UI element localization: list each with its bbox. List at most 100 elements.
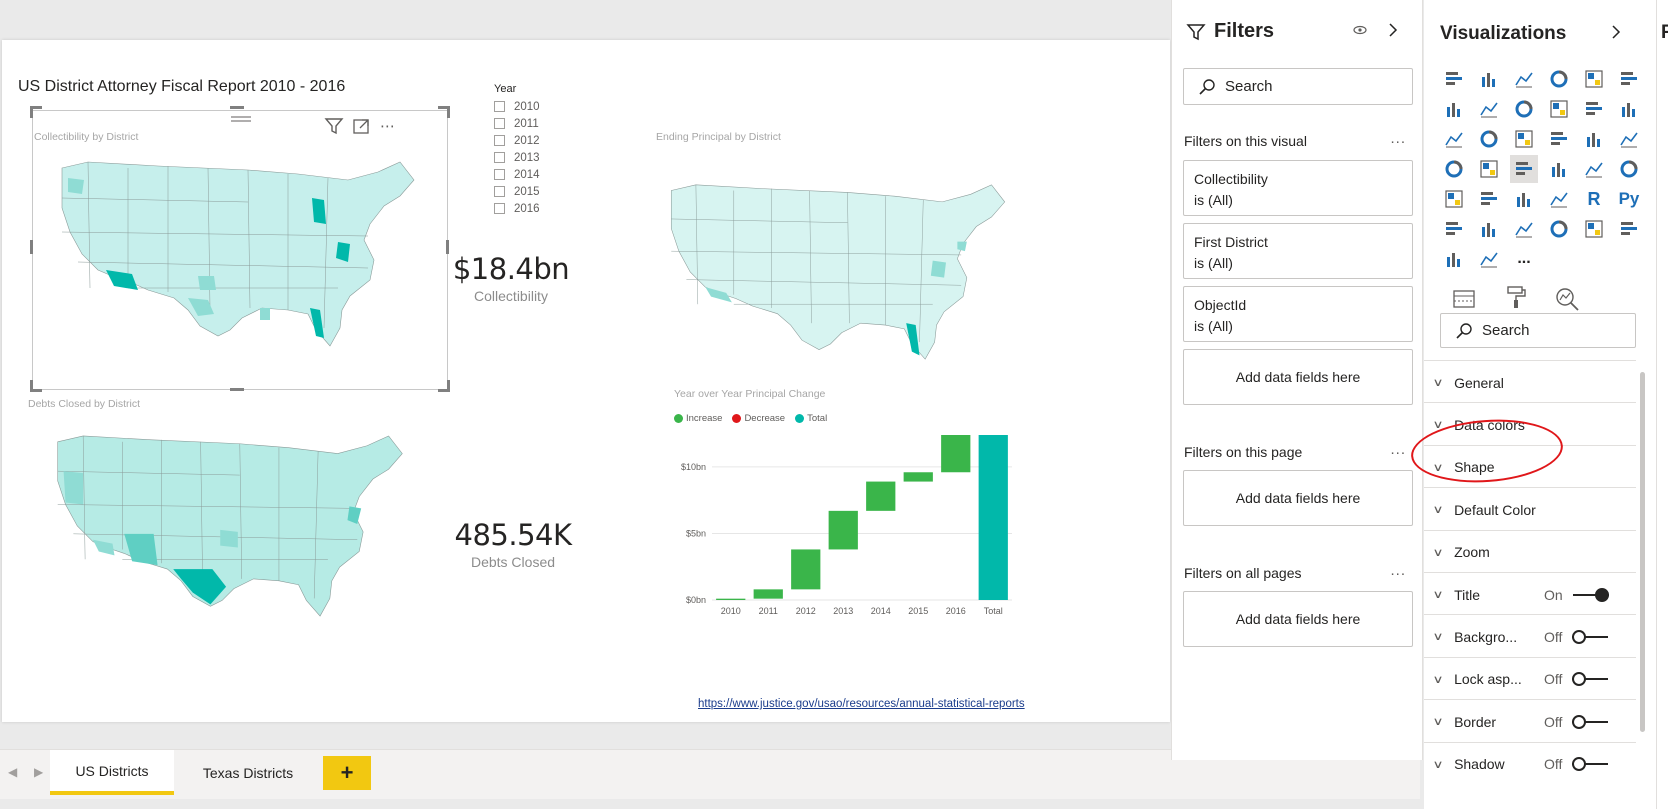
resize-handle[interactable] bbox=[30, 106, 42, 118]
toggle-switch[interactable]: Off bbox=[1544, 714, 1609, 730]
waterfall-bar[interactable] bbox=[866, 481, 896, 511]
slicer-item[interactable]: 2015 bbox=[494, 183, 540, 200]
matrix-icon[interactable] bbox=[1545, 185, 1573, 213]
ribbon-icon[interactable] bbox=[1615, 95, 1643, 123]
tab-texas-districts[interactable]: Texas Districts bbox=[202, 764, 294, 781]
source-link[interactable]: https://www.justice.gov/usao/resources/a… bbox=[698, 698, 1025, 710]
legend-item[interactable]: Total bbox=[795, 413, 827, 424]
waterfall-bar[interactable] bbox=[941, 435, 971, 473]
checkbox[interactable] bbox=[494, 135, 505, 146]
format-section-general[interactable]: ∨ General bbox=[1424, 360, 1636, 404]
filter-card-objectid[interactable]: ObjectId is (All) bbox=[1183, 286, 1413, 342]
toggle-knob[interactable] bbox=[1572, 671, 1609, 687]
more-icon[interactable]: ... bbox=[1517, 250, 1531, 267]
toggle-switch[interactable]: Off bbox=[1544, 629, 1609, 645]
scatter-icon[interactable] bbox=[1510, 125, 1538, 153]
resize-handle[interactable] bbox=[230, 106, 244, 109]
shape-map-icon[interactable] bbox=[1510, 155, 1538, 183]
format-section-shadow[interactable]: ∨ Shadow Off bbox=[1424, 741, 1636, 786]
gauge-icon[interactable] bbox=[1545, 155, 1573, 183]
clustered-bar-icon[interactable] bbox=[1510, 65, 1538, 93]
toggle-switch[interactable]: Off bbox=[1544, 756, 1609, 772]
filters-search-input[interactable]: Search bbox=[1183, 68, 1413, 105]
toggle-switch[interactable]: Off bbox=[1544, 671, 1609, 687]
card-icon[interactable] bbox=[1580, 155, 1608, 183]
collectibility-card[interactable]: $18.4bn Collectibility bbox=[446, 252, 576, 304]
legend-item[interactable]: Decrease bbox=[732, 413, 785, 424]
format-section-backgro[interactable]: ∨ Backgro... Off bbox=[1424, 614, 1636, 658]
collapse-chevron-icon[interactable] bbox=[1387, 22, 1399, 38]
format-section-zoom[interactable]: ∨ Zoom bbox=[1424, 529, 1636, 574]
drag-grip-icon[interactable] bbox=[230, 115, 252, 125]
resize-handle[interactable] bbox=[230, 388, 244, 391]
format-section-border[interactable]: ∨ Border Off bbox=[1424, 699, 1636, 743]
map3-us-districts[interactable] bbox=[44, 432, 416, 620]
line-clustered-icon[interactable] bbox=[1580, 95, 1608, 123]
debts-closed-card[interactable]: 485.54K Debts Closed bbox=[448, 518, 578, 570]
resize-handle[interactable] bbox=[30, 380, 42, 392]
format-section-lock-asp[interactable]: ∨ Lock asp... Off bbox=[1424, 656, 1636, 701]
analytics-tab[interactable] bbox=[1548, 280, 1588, 318]
focus-mode-icon[interactable] bbox=[352, 117, 372, 135]
checkbox[interactable] bbox=[494, 118, 505, 129]
stacked-bar-icon[interactable] bbox=[1440, 65, 1468, 93]
waterfall-bar[interactable] bbox=[716, 598, 746, 600]
python-visual-icon[interactable]: Py bbox=[1618, 189, 1640, 208]
toggle-knob[interactable] bbox=[1572, 629, 1609, 645]
map1-us-districts[interactable] bbox=[48, 158, 428, 350]
line-column-icon[interactable] bbox=[1545, 95, 1573, 123]
pie-icon[interactable] bbox=[1545, 125, 1573, 153]
add-page-button[interactable]: + bbox=[323, 756, 371, 790]
resize-handle[interactable] bbox=[30, 240, 33, 254]
funnel-icon[interactable] bbox=[1475, 125, 1503, 153]
waterfall-bar[interactable] bbox=[903, 472, 933, 482]
waterfall-bar[interactable] bbox=[828, 510, 858, 550]
slicer-item[interactable]: 2014 bbox=[494, 166, 540, 183]
format-scrollbar[interactable] bbox=[1640, 372, 1645, 732]
power-automate-icon[interactable] bbox=[1475, 245, 1503, 273]
multi-row-card-icon[interactable] bbox=[1615, 155, 1643, 183]
more-options-icon[interactable]: ⋯ bbox=[380, 118, 396, 135]
waterfall-icon[interactable] bbox=[1440, 125, 1468, 153]
toggle-knob[interactable] bbox=[1572, 756, 1609, 772]
waterfall-bar[interactable] bbox=[753, 589, 783, 599]
donut-icon[interactable] bbox=[1580, 125, 1608, 153]
all-pages-drop-zone[interactable]: Add data fields here bbox=[1183, 591, 1413, 647]
slicer-icon[interactable] bbox=[1475, 185, 1503, 213]
100-bar-icon[interactable] bbox=[1580, 65, 1608, 93]
resize-handle[interactable] bbox=[446, 240, 449, 254]
resize-handle[interactable] bbox=[438, 106, 450, 118]
visual-drop-zone[interactable]: Add data fields here bbox=[1183, 349, 1413, 405]
format-section-data-colors[interactable]: ∨ Data colors bbox=[1424, 402, 1636, 446]
toggle-switch[interactable]: On bbox=[1544, 587, 1609, 603]
map2-us-districts[interactable] bbox=[658, 180, 1018, 364]
format-search-input[interactable]: Search bbox=[1440, 313, 1636, 348]
slicer-item[interactable]: 2011 bbox=[494, 115, 540, 132]
tab-prev-icon[interactable]: ◀ bbox=[8, 765, 18, 779]
checkbox[interactable] bbox=[494, 203, 505, 214]
filled-map-icon[interactable] bbox=[1475, 155, 1503, 183]
slicer-item[interactable]: 2016 bbox=[494, 200, 540, 217]
more-options-icon[interactable]: ... bbox=[1390, 130, 1406, 147]
kpi-icon[interactable] bbox=[1440, 185, 1468, 213]
100-column-icon[interactable] bbox=[1615, 65, 1643, 93]
treemap-icon[interactable] bbox=[1615, 125, 1643, 153]
slicer-item[interactable]: 2012 bbox=[494, 132, 540, 149]
tab-us-districts[interactable]: US Districts bbox=[50, 750, 174, 795]
paginated-icon[interactable] bbox=[1580, 215, 1608, 243]
checkbox[interactable] bbox=[494, 169, 505, 180]
checkbox[interactable] bbox=[494, 186, 505, 197]
tab-next-icon[interactable]: ▶ bbox=[34, 765, 44, 779]
filter-icon[interactable] bbox=[324, 117, 344, 135]
map-icon[interactable] bbox=[1440, 155, 1468, 183]
clustered-column-icon[interactable] bbox=[1545, 65, 1573, 93]
collapse-chevron-icon[interactable] bbox=[1610, 24, 1622, 40]
arcgis-icon[interactable] bbox=[1615, 215, 1643, 243]
fields-tab[interactable] bbox=[1444, 280, 1484, 318]
legend-item[interactable]: Increase bbox=[674, 413, 722, 424]
filter-card-collectibility[interactable]: Collectibility is (All) bbox=[1183, 160, 1413, 216]
qa-icon[interactable] bbox=[1510, 215, 1538, 243]
slicer-item[interactable]: 2010 bbox=[494, 98, 540, 115]
toggle-knob[interactable] bbox=[1572, 714, 1609, 730]
fields-pane-collapsed[interactable] bbox=[1656, 0, 1668, 809]
